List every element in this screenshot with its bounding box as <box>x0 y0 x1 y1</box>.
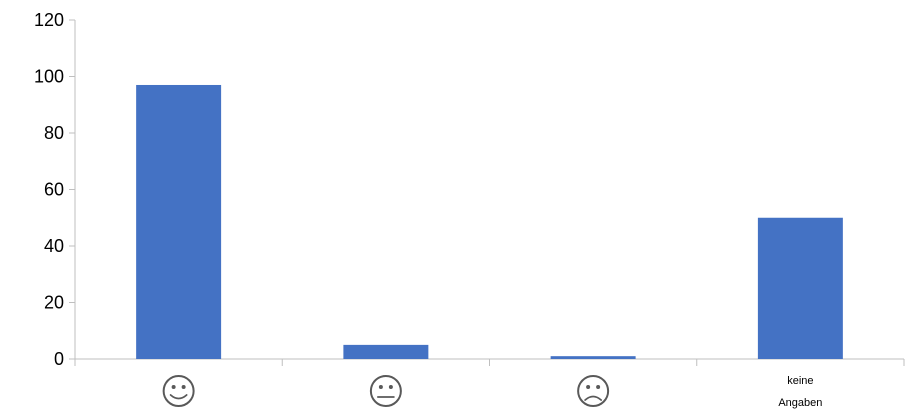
sad-face-icon <box>577 375 610 407</box>
category-labels: keine Angaben <box>162 375 822 409</box>
bar <box>550 356 636 359</box>
y-axis: 0 20 40 60 80 100 120 <box>34 10 76 369</box>
x-category-label-line: Angaben <box>778 397 822 409</box>
x-category-label-line: keine <box>787 375 813 387</box>
y-tick-label: 60 <box>44 180 64 200</box>
neutral-face-icon <box>369 375 402 407</box>
y-tick-label: 0 <box>54 349 64 369</box>
bars <box>136 84 843 359</box>
bar <box>136 84 222 359</box>
bar <box>757 217 843 359</box>
y-tick-label: 20 <box>44 293 64 313</box>
y-tick-label: 80 <box>44 123 64 143</box>
bar <box>343 344 429 359</box>
y-tick-label: 40 <box>44 236 64 256</box>
x-axis <box>74 358 905 366</box>
y-tick-label: 120 <box>34 10 64 30</box>
y-tick-label: 100 <box>34 67 64 87</box>
happy-face-icon <box>162 375 195 407</box>
